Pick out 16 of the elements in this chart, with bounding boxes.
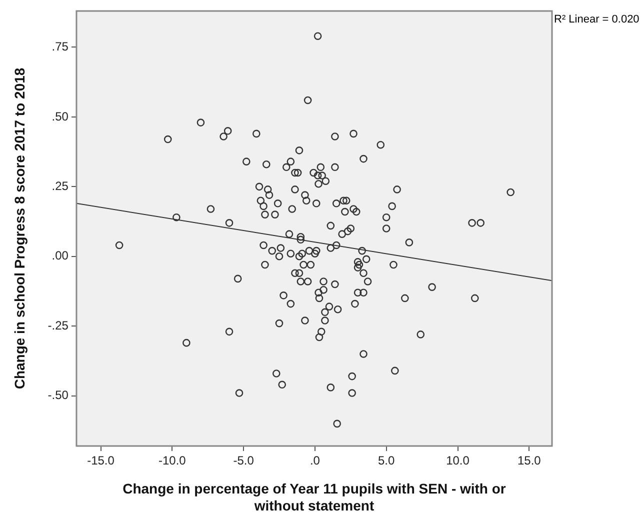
x-tick-label: .0 <box>310 454 320 468</box>
x-tick-label: -15.0 <box>87 454 115 468</box>
x-tick-label: -5.0 <box>233 454 254 468</box>
y-tick-label: .75 <box>52 40 69 54</box>
x-tick-label: 5.0 <box>378 454 396 468</box>
x-tick-label: -10.0 <box>158 454 186 468</box>
x-tick-label: 15.0 <box>517 454 542 468</box>
x-axis-title: Change in percentage of Year 11 pupils with SEN - with or without statement <box>122 480 506 514</box>
y-axis-title: Change in school Progress 8 score 2017 to 2018 <box>11 68 28 390</box>
y-tick-label: -.50 <box>48 388 69 402</box>
y-tick-label: -.25 <box>48 318 69 332</box>
y-tick-label: .50 <box>52 109 69 124</box>
x-tick-label: 10.0 <box>446 454 470 468</box>
y-tick-label: .00 <box>52 248 69 263</box>
y-tick-label: .25 <box>52 178 69 193</box>
text: R² Linear = 0.020 <box>554 14 640 26</box>
